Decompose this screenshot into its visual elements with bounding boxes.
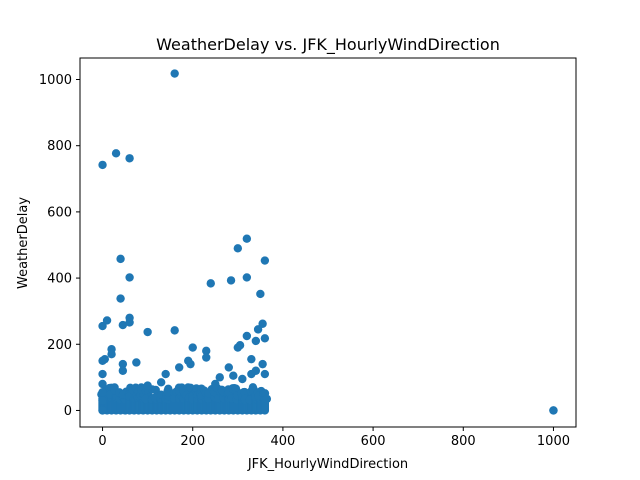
data-point — [251, 366, 261, 375]
data-point — [141, 394, 150, 404]
x-axis-label: JFK_HourlyWindDirection — [247, 457, 408, 472]
data-point — [125, 273, 134, 282]
data-point — [118, 366, 128, 375]
data-point — [98, 356, 107, 366]
data-point — [107, 349, 116, 359]
y-tick-label: 0 — [64, 404, 72, 419]
data-point — [253, 325, 263, 334]
data-point — [125, 154, 134, 163]
data-point — [116, 254, 125, 264]
data-point — [211, 379, 220, 389]
data-point — [226, 276, 236, 285]
data-point — [118, 359, 128, 369]
data-point — [242, 273, 252, 282]
data-point — [125, 318, 134, 327]
data-point — [98, 321, 107, 331]
data-point — [242, 331, 252, 341]
x-tick-label: 600 — [361, 434, 386, 449]
chart-title: WeatherDelay vs. JFK_HourlyWindDirection — [156, 35, 500, 55]
data-point — [143, 327, 152, 337]
y-tick-label: 600 — [47, 205, 72, 220]
y-axis-label: WeatherDelay — [16, 197, 31, 289]
data-point — [175, 363, 184, 372]
data-point — [111, 149, 121, 158]
data-point — [224, 363, 233, 372]
data-point — [116, 294, 125, 303]
data-point — [98, 160, 107, 170]
data-point — [156, 378, 166, 387]
data-point — [258, 359, 267, 369]
data-point — [170, 326, 179, 335]
data-point — [260, 369, 270, 379]
data-point — [260, 256, 270, 265]
data-point — [256, 289, 265, 299]
x-tick-label: 200 — [180, 434, 205, 449]
y-tick-label: 1000 — [39, 73, 72, 88]
data-point — [235, 341, 245, 350]
data-point — [247, 354, 256, 364]
data-point — [260, 334, 270, 343]
data-point — [549, 406, 558, 415]
x-axis: 0 200 400 600 800 1000 — [98, 427, 570, 449]
data-point — [102, 316, 112, 325]
x-tick-label: 1000 — [537, 434, 570, 449]
data-point — [98, 369, 107, 379]
x-tick-label: 400 — [270, 434, 295, 449]
data-point — [215, 373, 224, 382]
data-point — [186, 359, 195, 369]
plot-frame — [79, 57, 577, 428]
y-tick-label: 200 — [47, 338, 72, 353]
y-tick-label: 800 — [47, 139, 72, 154]
data-point — [206, 279, 215, 288]
data-point — [143, 381, 152, 390]
data-point — [98, 379, 107, 389]
data-point — [188, 343, 197, 352]
data-point — [262, 394, 272, 404]
data-point — [98, 396, 107, 405]
y-tick-label: 400 — [47, 272, 72, 287]
data-point — [118, 320, 128, 330]
data-point — [170, 69, 179, 78]
data-point — [229, 371, 238, 380]
data-point — [202, 346, 211, 356]
data-point — [258, 319, 267, 328]
data-point — [233, 244, 243, 253]
data-point — [238, 374, 247, 384]
data-point — [161, 369, 170, 379]
data-point — [240, 387, 249, 397]
data-point — [242, 234, 252, 243]
data-point — [251, 336, 261, 346]
data-point — [98, 406, 107, 415]
x-tick-label: 0 — [98, 434, 106, 449]
x-tick-label: 800 — [451, 434, 476, 449]
data-points — [97, 69, 558, 415]
y-axis: 0 200 400 600 800 1000 — [39, 73, 80, 419]
data-point — [98, 388, 107, 397]
data-point — [132, 358, 141, 367]
data-point — [202, 353, 211, 362]
